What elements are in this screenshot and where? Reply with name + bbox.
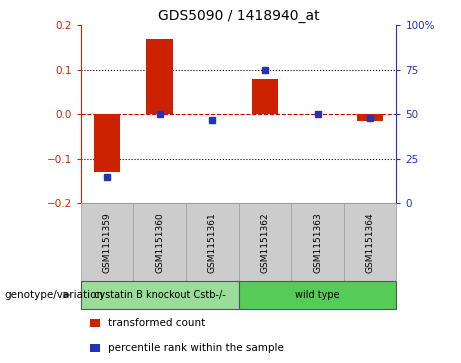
Text: GSM1151360: GSM1151360 — [155, 212, 164, 273]
Bar — [94, 114, 120, 172]
Text: GSM1151364: GSM1151364 — [366, 212, 375, 273]
Text: cystatin B knockout Cstb-/-: cystatin B knockout Cstb-/- — [94, 290, 225, 300]
Text: GSM1151359: GSM1151359 — [102, 212, 112, 273]
Text: GSM1151362: GSM1151362 — [260, 212, 269, 273]
Bar — [147, 39, 173, 114]
Text: GSM1151361: GSM1151361 — [208, 212, 217, 273]
Bar — [252, 79, 278, 114]
Title: GDS5090 / 1418940_at: GDS5090 / 1418940_at — [158, 9, 319, 23]
Text: GSM1151363: GSM1151363 — [313, 212, 322, 273]
Text: transformed count: transformed count — [108, 318, 206, 328]
Text: genotype/variation: genotype/variation — [5, 290, 104, 300]
Text: percentile rank within the sample: percentile rank within the sample — [108, 343, 284, 354]
Text: wild type: wild type — [295, 290, 340, 300]
Bar — [357, 114, 383, 121]
